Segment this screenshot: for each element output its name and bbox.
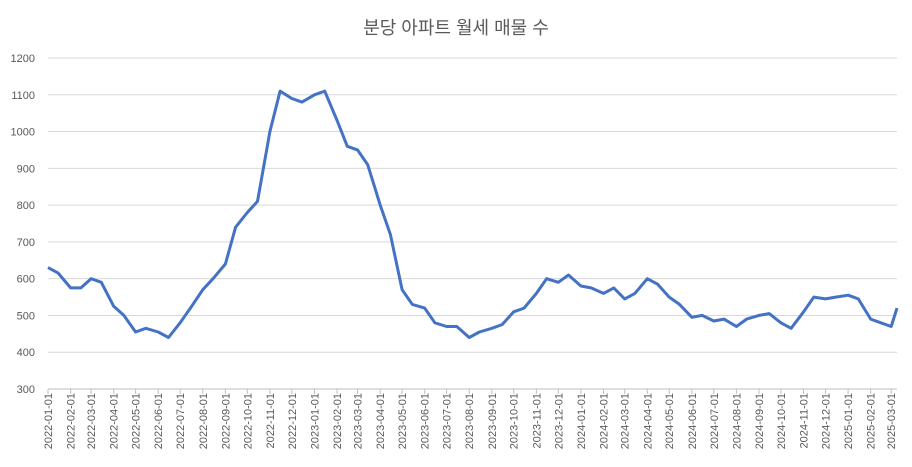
x-tick-label: 2023-10-01	[509, 393, 521, 449]
x-tick-label: 2022-01-01	[43, 393, 55, 449]
x-tick-label: 2023-01-01	[309, 393, 321, 449]
x-tick-label: 2024-05-01	[664, 393, 676, 449]
x-tick-label: 2025-03-01	[886, 393, 898, 449]
y-tick-label: 900	[17, 163, 35, 175]
x-tick-label: 2022-05-01	[131, 393, 143, 449]
x-tick-label: 2023-06-01	[420, 393, 432, 449]
x-tick-label: 2023-07-01	[442, 393, 454, 449]
y-tick-label: 1100	[11, 90, 35, 102]
x-tick-label: 2024-10-01	[776, 393, 788, 449]
x-tick-label: 2022-02-01	[66, 393, 78, 449]
data-line	[47, 89, 899, 339]
x-tick-label: 2023-11-01	[531, 393, 543, 448]
x-tick-label: 2024-02-01	[599, 393, 611, 449]
y-tick-label: 800	[17, 200, 35, 212]
x-tick-label: 2023-05-01	[397, 393, 409, 449]
x-tick-label: 2025-01-01	[843, 393, 855, 449]
y-tick-label: 400	[17, 347, 35, 359]
x-tick-label: 2024-08-01	[731, 393, 743, 449]
x-tick-label: 2022-07-01	[175, 393, 187, 449]
x-tick-label: 2024-12-01	[820, 393, 832, 449]
x-tick-label: 2022-11-01	[265, 393, 277, 448]
x-tick-label: 2024-09-01	[754, 393, 766, 449]
x-tick-label: 2022-06-01	[153, 393, 165, 449]
x-tick-label: 2024-06-01	[687, 393, 699, 449]
x-tick-label: 2023-02-01	[332, 393, 344, 449]
y-tick-label: 500	[17, 310, 35, 322]
x-tick-label: 2022-03-01	[86, 393, 98, 449]
x-tick-label: 2023-03-01	[353, 393, 365, 449]
x-tick-label: 2022-12-01	[287, 393, 299, 449]
x-tick-label: 2024-07-01	[709, 393, 721, 449]
y-tick-label: 600	[17, 274, 35, 286]
x-tick-label: 2024-04-01	[642, 393, 654, 449]
x-tick-label: 2023-04-01	[375, 393, 387, 449]
x-tick-label: 2023-12-01	[553, 393, 565, 449]
y-tick-label: 700	[17, 237, 35, 249]
x-tick-label: 2023-09-01	[487, 393, 499, 449]
x-tick-label: 2025-02-01	[866, 393, 878, 449]
x-tick-label: 2022-04-01	[109, 393, 121, 449]
x-tick-label: 2024-03-01	[620, 393, 632, 449]
y-tick-label: 300	[17, 384, 35, 396]
x-tick-label: 2024-01-01	[576, 393, 588, 449]
x-tick-label: 2022-10-01	[242, 393, 254, 449]
y-tick-label: 1200	[11, 53, 35, 65]
chart-title: 분당 아파트 월세 매물 수	[363, 18, 549, 38]
x-tick-label: 2024-11-01	[799, 393, 811, 448]
x-tick-label: 2022-08-01	[198, 393, 210, 449]
y-tick-label: 1000	[11, 127, 35, 139]
x-tick-label: 2022-09-01	[220, 393, 232, 449]
x-tick-label: 2023-08-01	[464, 393, 476, 449]
